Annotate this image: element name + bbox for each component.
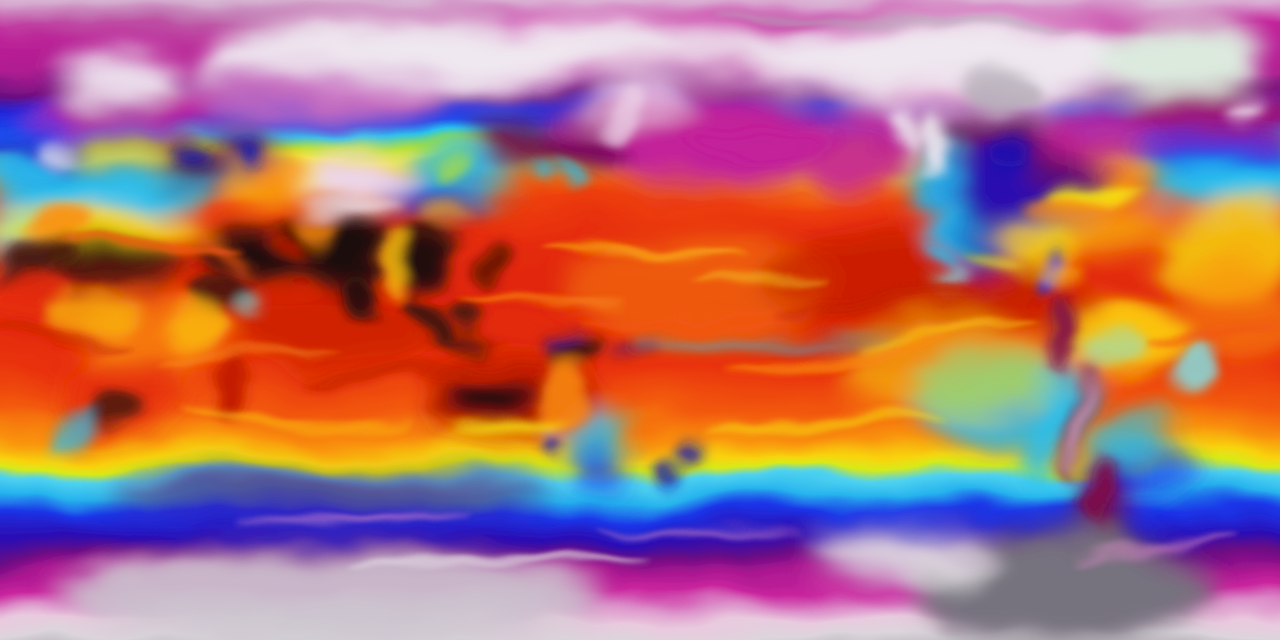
southern-pink-filament: [230, 512, 470, 528]
north-atlantic-magenta: [1133, 88, 1280, 144]
myanmar-amber-fringe: [384, 230, 412, 294]
rockies-snow: [909, 110, 941, 170]
new-guinea-navy-crest: [536, 332, 580, 344]
east-africa-amber: [164, 307, 228, 357]
humboldt-cyan: [1029, 364, 1067, 500]
hudson-bay-gray: [955, 70, 1045, 114]
ross-shelf-white: [805, 530, 995, 580]
australia-black-core: [445, 373, 535, 421]
east-australia-orange: [536, 356, 588, 436]
philippines-dark: [482, 238, 508, 286]
karakum-warm-core: [245, 160, 305, 200]
andes-south: [1087, 450, 1117, 534]
baja-cyan: [932, 247, 952, 277]
equator-streak: [55, 242, 245, 258]
benguela-cyan: [48, 408, 102, 448]
manchuria-maroon: [472, 116, 568, 176]
europe-magenta: [28, 86, 228, 142]
antarctic-swirl-streak: [350, 554, 650, 570]
gulfstream-orange-tongue: [1022, 198, 1114, 218]
south-indian-maroon-band: [110, 472, 550, 512]
canada-snow: [780, 20, 1170, 104]
sumatra-dark: [404, 295, 446, 345]
alps-snow: [44, 140, 80, 156]
korea-cyan: [530, 164, 550, 188]
mexico-highland-cyan: [938, 202, 978, 262]
borneo-dark: [445, 302, 481, 330]
fine-streak-texture: [0, 16, 1274, 570]
madagascar-red: [221, 362, 253, 422]
itcz-cyan-line: [635, 333, 905, 343]
cuba-yellow: [960, 259, 1016, 273]
andes-north: [1052, 284, 1072, 376]
new-guinea-dark: [544, 338, 600, 362]
argentina-cyan: [1094, 418, 1178, 462]
north-atlantic-blue: [1130, 137, 1280, 173]
south-yellow-streak: [695, 411, 945, 433]
tibet-pale: [292, 148, 412, 204]
arctic-gray-streak: [720, 16, 1080, 34]
north-atlantic-cyan: [1136, 166, 1280, 210]
equator-streak: [855, 317, 1045, 347]
solomon-navy-line: [605, 337, 675, 353]
equator-streak: [540, 241, 740, 259]
somali-coast-cyan: [239, 300, 265, 320]
java-dark: [421, 336, 489, 350]
amazon-cyan-mottle: [1078, 332, 1138, 364]
indian-ocean-deep-red: [235, 292, 425, 372]
equator-streak: [0, 323, 130, 341]
persian-gulf-red: [263, 236, 301, 256]
red-sea-warm: [200, 234, 256, 282]
nz-south-island-navy: [658, 454, 688, 482]
equator-streak: [150, 352, 330, 372]
hispaniola-amber: [1034, 261, 1090, 275]
greenland-mint: [1102, 16, 1258, 104]
horn-of-africa-dark: [188, 280, 256, 316]
caspian-navy: [243, 134, 265, 170]
morocco-orange: [25, 207, 85, 243]
indochina-black-core: [410, 236, 450, 280]
antarctic-pale-west: [60, 550, 600, 640]
central-america-pale-cyan: [926, 276, 964, 300]
equator-streak: [1136, 318, 1274, 346]
sri-lanka-dot: [362, 297, 374, 313]
iceland-snow: [1234, 102, 1270, 122]
aleutian-magenta-arc: [688, 130, 832, 154]
equator-streak: [690, 275, 830, 289]
equator-streak: [300, 361, 540, 383]
great-lakes-navy: [986, 142, 1030, 162]
equator-streak: [725, 341, 955, 369]
kamchatka-pale: [608, 92, 642, 144]
south-amber-streak: [180, 411, 420, 429]
ne-siberia-snow: [500, 18, 680, 62]
tasmania-navy: [543, 438, 559, 458]
okhotsk-maroon: [548, 124, 628, 176]
uk-cyan: [0, 152, 57, 180]
japan-cyan: [553, 161, 583, 199]
sichuan-amber: [418, 199, 462, 217]
east-brazil-pale-cyan: [1170, 340, 1214, 404]
equator-streak: [780, 296, 980, 314]
nz-north-island-navy: [676, 440, 704, 464]
black-sea-navy: [168, 148, 212, 166]
kalahari-dark: [92, 388, 144, 424]
pakistan-orange: [298, 216, 338, 244]
andes-pale-crest: [1071, 372, 1091, 468]
southern-pink-filament: [1070, 535, 1230, 561]
nigeria-amber: [47, 294, 143, 330]
bc-coast-snow: [880, 103, 910, 157]
regional-features: [0, 70, 1270, 534]
equator-streak: [575, 309, 825, 327]
scandinavia-snow: [65, 56, 185, 108]
southern-pink-filament: [600, 523, 800, 541]
tasman-blue: [570, 448, 634, 484]
east-china-green-spots: [432, 162, 468, 182]
equator-streak: [455, 294, 625, 306]
south-australia-yellow: [458, 421, 562, 443]
himalaya-snow-rim: [298, 199, 402, 213]
